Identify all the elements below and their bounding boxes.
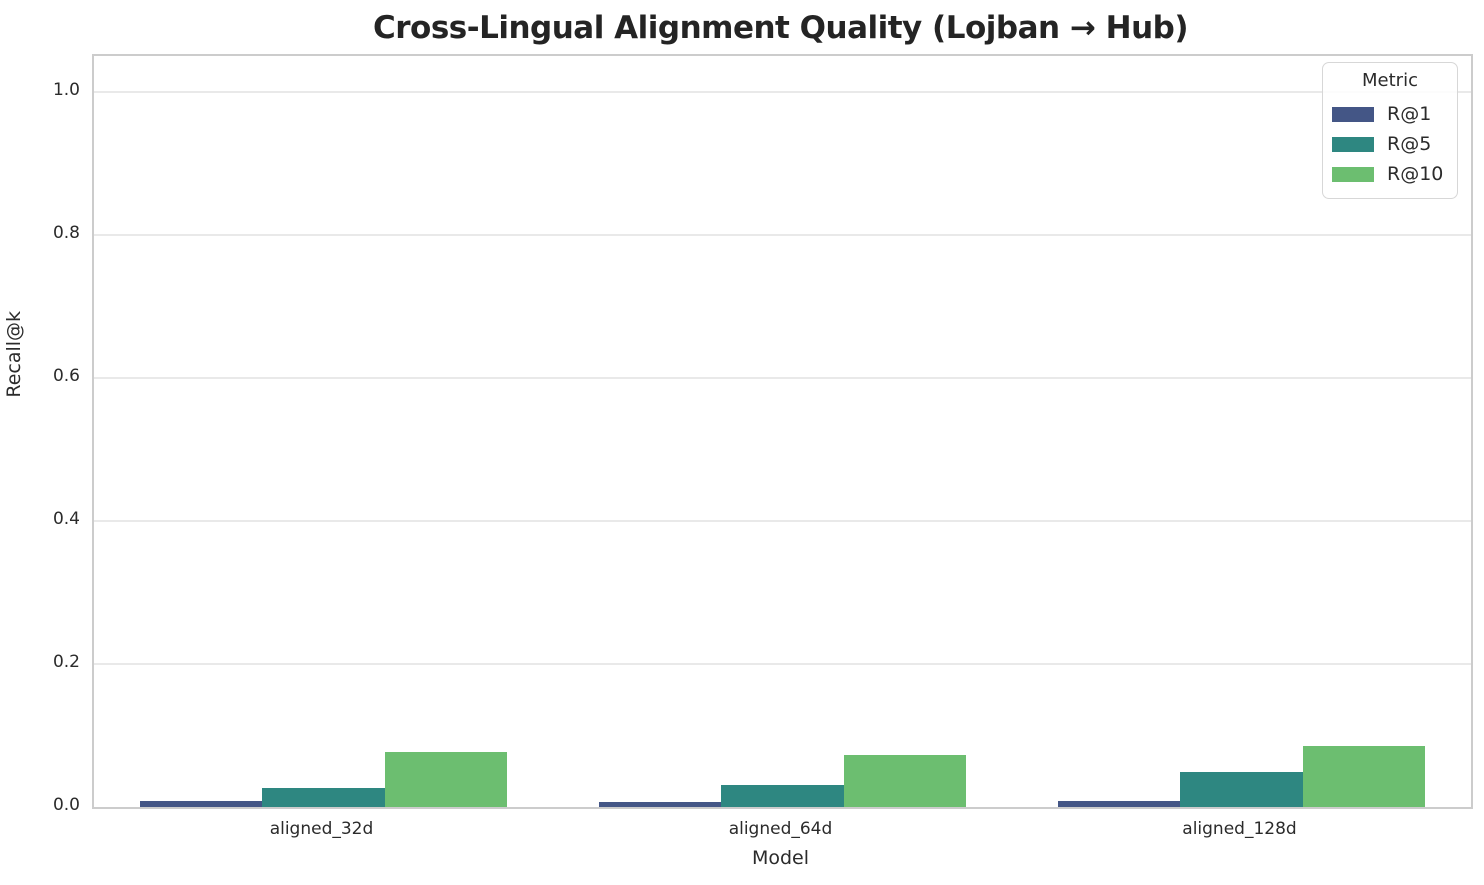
- legend-swatch-icon: [1332, 136, 1374, 152]
- gridline: [94, 90, 1471, 93]
- x-tick-label-aligned_32d: aligned_32d: [269, 819, 374, 839]
- gridline: [94, 376, 1471, 379]
- y-tick-label: 0.0: [52, 795, 80, 815]
- bar-aligned_128d-R@10: [1302, 746, 1426, 807]
- bar-aligned_128d-R@1: [1057, 800, 1181, 807]
- y-tick-label: 0.4: [52, 508, 80, 529]
- gridline: [94, 519, 1471, 522]
- legend-label: R@5: [1387, 133, 1432, 155]
- legend: Metric R@1 R@5 R@10: [1322, 62, 1458, 199]
- bar-aligned_32d-R@1: [139, 801, 263, 807]
- x-tick-label-aligned_128d: aligned_128d: [1182, 819, 1297, 839]
- gridline: [94, 662, 1471, 665]
- bar-aligned_128d-R@5: [1180, 771, 1303, 807]
- y-tick-label: 0.6: [52, 365, 80, 386]
- bar-aligned_64d-R@5: [721, 784, 844, 807]
- legend-label: R@1: [1387, 103, 1432, 125]
- legend-swatch-icon: [1332, 106, 1374, 122]
- chart-title: Cross-Lingual Alignment Quality (Lojban …: [372, 10, 1189, 46]
- legend-item-R@5: R@5: [1323, 129, 1457, 159]
- legend-item-R@10: R@10: [1323, 159, 1457, 189]
- legend-swatch-icon: [1332, 166, 1374, 182]
- bar-aligned_32d-R@10: [384, 751, 508, 807]
- legend-title: Metric: [1362, 70, 1418, 91]
- bar-aligned_64d-R@1: [598, 802, 722, 807]
- gridline: [94, 233, 1471, 236]
- legend-item-R@1: R@1: [1323, 99, 1457, 129]
- x-axis-label: Model: [751, 847, 810, 869]
- plot-area: [92, 54, 1473, 809]
- y-tick-label: 1.0: [52, 79, 80, 100]
- x-tick-label-aligned_64d: aligned_64d: [728, 819, 833, 839]
- legend-label: R@10: [1387, 163, 1444, 185]
- bar-aligned_64d-R@10: [843, 754, 967, 807]
- bar-aligned_32d-R@5: [262, 787, 385, 807]
- y-tick-label: 0.2: [52, 651, 80, 672]
- y-tick-label: 0.8: [52, 222, 80, 243]
